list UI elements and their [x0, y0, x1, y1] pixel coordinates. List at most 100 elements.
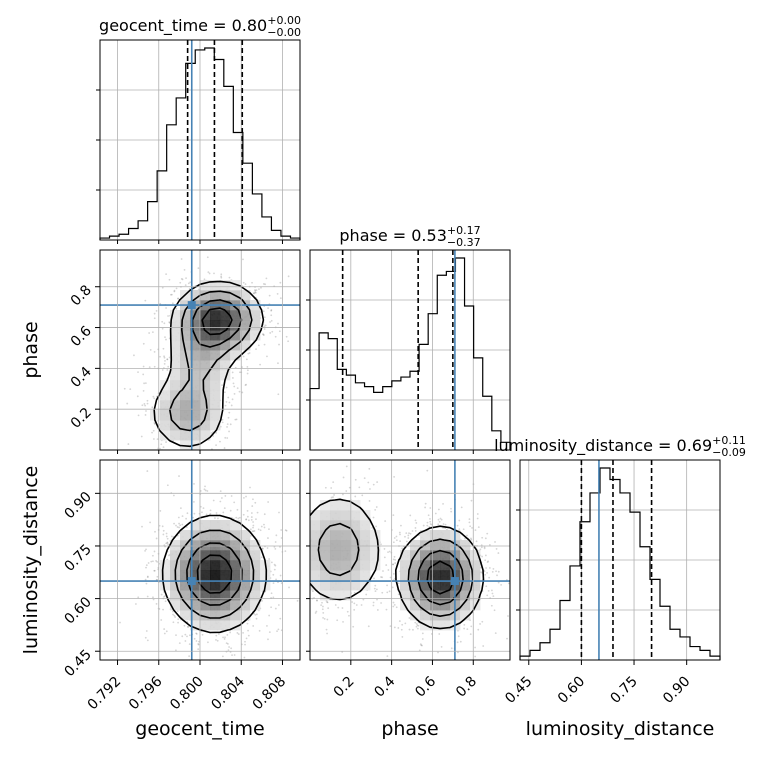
sample-point: [388, 550, 391, 553]
y-tick-label-phase: 0.2: [68, 405, 95, 432]
sample-point: [173, 522, 175, 525]
density-cell: [200, 560, 211, 571]
density-cell: [330, 500, 341, 511]
sample-point: [471, 527, 473, 529]
sample-point: [127, 443, 130, 445]
density-cell: [170, 370, 181, 381]
sample-point: [496, 574, 498, 577]
sample-point: [162, 608, 164, 611]
sample-point: [234, 418, 237, 421]
sample-point: [458, 528, 461, 530]
sample-point: [146, 470, 149, 472]
density-cell: [310, 560, 321, 571]
y-tick-label-luminosity_distance: 0.60: [61, 594, 94, 627]
density-cell: [240, 530, 251, 541]
sample-point: [236, 632, 239, 634]
density-cell: [220, 340, 231, 351]
sample-point: [146, 595, 149, 598]
sample-point: [439, 517, 442, 520]
sample-point: [145, 548, 147, 551]
sample-point: [197, 643, 200, 646]
sample-point: [507, 615, 509, 617]
sample-point: [389, 576, 392, 579]
sample-point: [161, 369, 164, 371]
sample-point: [242, 281, 245, 284]
sample-point: [457, 635, 460, 638]
sample-point: [179, 524, 182, 527]
sample-point: [146, 399, 149, 402]
sample-point: [243, 656, 246, 659]
sample-point: [163, 632, 166, 635]
sample-point: [247, 519, 250, 522]
density-cell: [410, 580, 421, 591]
density-cell: [320, 580, 331, 591]
sample-point: [180, 258, 183, 260]
sample-point: [268, 631, 271, 634]
density-cell: [190, 560, 201, 571]
density-cell: [320, 520, 331, 531]
sample-point: [416, 627, 419, 630]
sample-point: [260, 286, 262, 289]
sample-point: [290, 548, 292, 550]
sample-point: [181, 635, 184, 638]
sample-point: [438, 520, 441, 523]
x-tick-label-phase: 0.2: [331, 674, 358, 701]
density-cell: [350, 520, 361, 531]
sample-point: [438, 633, 441, 635]
density-cell: [220, 520, 231, 531]
density-cell: [420, 580, 431, 591]
contour-2: [417, 549, 464, 606]
sample-point: [277, 526, 279, 528]
sample-point: [321, 608, 324, 611]
grid-1-2: [310, 460, 510, 660]
density-cell: [460, 590, 471, 601]
density-cell: [250, 330, 261, 341]
sample-point: [401, 547, 404, 550]
density-cell: [210, 570, 221, 581]
sample-point: [147, 562, 150, 564]
sample-point: [254, 501, 257, 504]
sample-point: [486, 571, 488, 574]
density-cell: [170, 390, 181, 401]
density-cell: [220, 360, 231, 371]
sample-point: [219, 500, 222, 503]
sample-point: [232, 377, 234, 379]
sample-point: [454, 665, 456, 667]
sample-point: [270, 606, 272, 609]
density-cell: [460, 610, 471, 621]
sample-point: [217, 517, 219, 520]
sample-point: [170, 293, 173, 296]
sample-point: [257, 344, 260, 347]
histogram-geocent_time: [99, 47, 301, 240]
sample-point: [264, 283, 267, 286]
sample-point: [162, 347, 165, 350]
sample-point: [267, 537, 269, 539]
sample-point: [153, 317, 156, 320]
sample-point: [208, 272, 211, 275]
sample-point: [219, 440, 221, 443]
sample-point: [260, 556, 263, 559]
sample-point: [484, 537, 487, 540]
sample-point: [429, 523, 432, 525]
injection-marker: [187, 577, 196, 586]
sample-point: [245, 518, 248, 521]
sample-point: [168, 321, 171, 324]
x-tick-label-geocent_time: 0.792: [85, 674, 125, 714]
density-cell: [340, 550, 351, 561]
sample-point: [163, 362, 166, 365]
density-cell: [470, 560, 481, 571]
title-plus-luminosity_distance: +0.11: [712, 434, 746, 447]
grid-0-2: [100, 460, 300, 660]
sample-point: [337, 606, 340, 609]
sample-point: [297, 603, 299, 605]
sample-point: [148, 332, 151, 334]
sample-point: [442, 663, 444, 665]
sample-point: [272, 596, 275, 599]
sample-point: [296, 463, 298, 465]
density-cell: [180, 310, 191, 321]
sample-point: [324, 486, 327, 489]
density-cell: [440, 590, 451, 601]
sample-point: [429, 518, 431, 520]
sample-point: [426, 469, 429, 472]
sample-point: [419, 643, 422, 646]
